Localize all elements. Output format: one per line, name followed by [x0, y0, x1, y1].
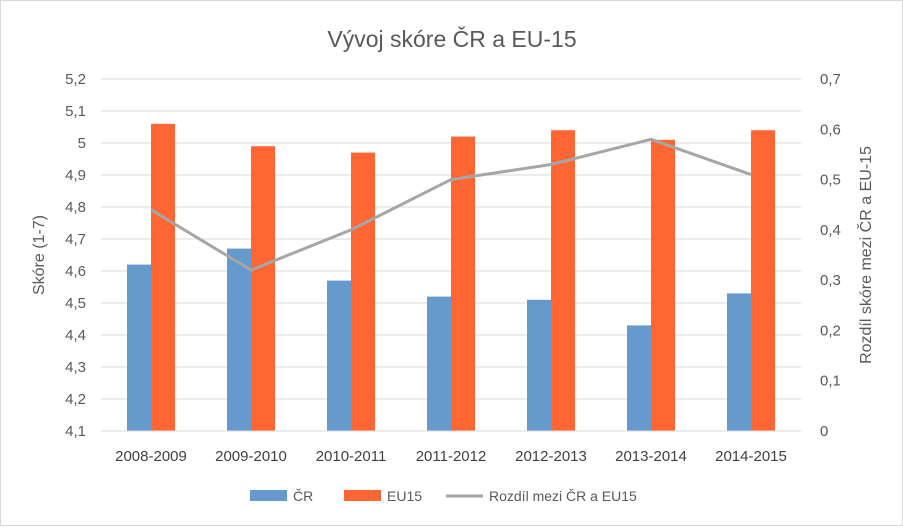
legend-item-difference: Rozdíl mezi ČR a EU15 [446, 488, 637, 504]
bar-cr [227, 248, 251, 431]
y-tick-label: 4,1 [65, 423, 86, 440]
bar-eu15 [151, 123, 175, 432]
legend-item-cr: ČR [250, 488, 313, 504]
bar-eu15 [251, 146, 275, 431]
x-tick-label: 2013-2014 [615, 448, 687, 465]
bar-cr [327, 280, 351, 431]
y2-tick-label: 0,3 [820, 272, 841, 289]
y-tick-label: 5,2 [65, 71, 86, 88]
legend-item-eu15: EU15 [344, 488, 422, 504]
y2-tick-label: 0,6 [820, 121, 841, 138]
bars [127, 123, 775, 432]
bar-cr [527, 299, 551, 431]
y-tick-label: 4,3 [65, 359, 86, 376]
bar-cr [627, 325, 651, 431]
legend-label: EU15 [387, 488, 422, 504]
difference-polyline [150, 137, 752, 272]
y-tick-label: 4,6 [65, 263, 86, 280]
legend-swatch [344, 490, 381, 501]
x-axis: 2008-2009 2009-2010 2010-2011 2011-2012 2012… [101, 430, 801, 465]
right-axis: 0 0,1 0,2 0,3 0,4 0,5 0,6 0,7 [820, 71, 841, 440]
y-tick-label: 5,1 [65, 103, 86, 120]
y-tick-label: 4,7 [65, 231, 86, 248]
y2-tick-label: 0,4 [820, 222, 841, 239]
y2-tick-label: 0,7 [820, 71, 841, 88]
x-tick-label: 2011-2012 [416, 448, 487, 465]
x-tick-label: 2008-2009 [115, 448, 187, 465]
legend-swatch [250, 490, 287, 501]
x-tick-label: 2009-2010 [215, 448, 287, 465]
bar-cr [427, 296, 451, 431]
x-tick-label: 2014-2015 [715, 448, 787, 465]
left-axis: 4,1 4,2 4,3 4,4 4,5 4,6 4,7 4,8 4,9 5 5,1 5,2 [65, 71, 86, 440]
legend: ČR EU15 Rozdíl mezi ČR a EU15 [250, 488, 637, 504]
bar-eu15 [651, 139, 675, 432]
bar-eu15 [751, 130, 775, 431]
legend-label: Rozdíl mezi ČR a EU15 [489, 488, 637, 504]
y2-tick-label: 0,2 [820, 322, 841, 339]
chart-title: Vývoj skóre ČR a EU-15 [327, 25, 576, 52]
bar-cr [727, 293, 751, 431]
y2-tick-label: 0,1 [820, 373, 841, 390]
bar-cr [127, 264, 151, 431]
y-tick-label: 4,5 [65, 295, 86, 312]
y2-axis-label: Rozdíl skóre mezi ČR a EU-15 [856, 146, 875, 364]
y2-tick-label: 0 [820, 423, 828, 440]
legend-label: ČR [293, 488, 313, 504]
bar-eu15 [351, 152, 375, 431]
y-tick-label: 4,9 [65, 167, 86, 184]
y-tick-label: 5 [78, 135, 86, 152]
bar-eu15 [551, 130, 575, 431]
y-tick-label: 4,4 [65, 327, 86, 344]
y-tick-label: 4,8 [65, 199, 86, 216]
x-tick-label: 2010-2011 [316, 448, 387, 465]
bar-eu15 [451, 136, 475, 431]
x-tick-label: 2012-2013 [515, 448, 587, 465]
y2-tick-label: 0,5 [820, 172, 841, 189]
y-axis-label: Skóre (1-7) [31, 215, 48, 295]
difference-line [150, 137, 752, 272]
y-tick-label: 4,2 [65, 391, 86, 408]
